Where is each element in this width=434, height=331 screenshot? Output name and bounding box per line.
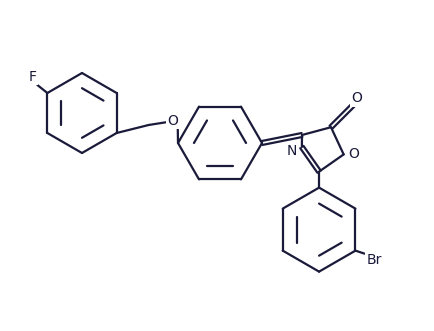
- Text: F: F: [28, 70, 36, 84]
- Text: O: O: [348, 147, 359, 162]
- Text: O: O: [167, 114, 178, 128]
- Text: N: N: [287, 144, 297, 158]
- Text: Br: Br: [367, 253, 382, 267]
- Text: O: O: [352, 91, 362, 105]
